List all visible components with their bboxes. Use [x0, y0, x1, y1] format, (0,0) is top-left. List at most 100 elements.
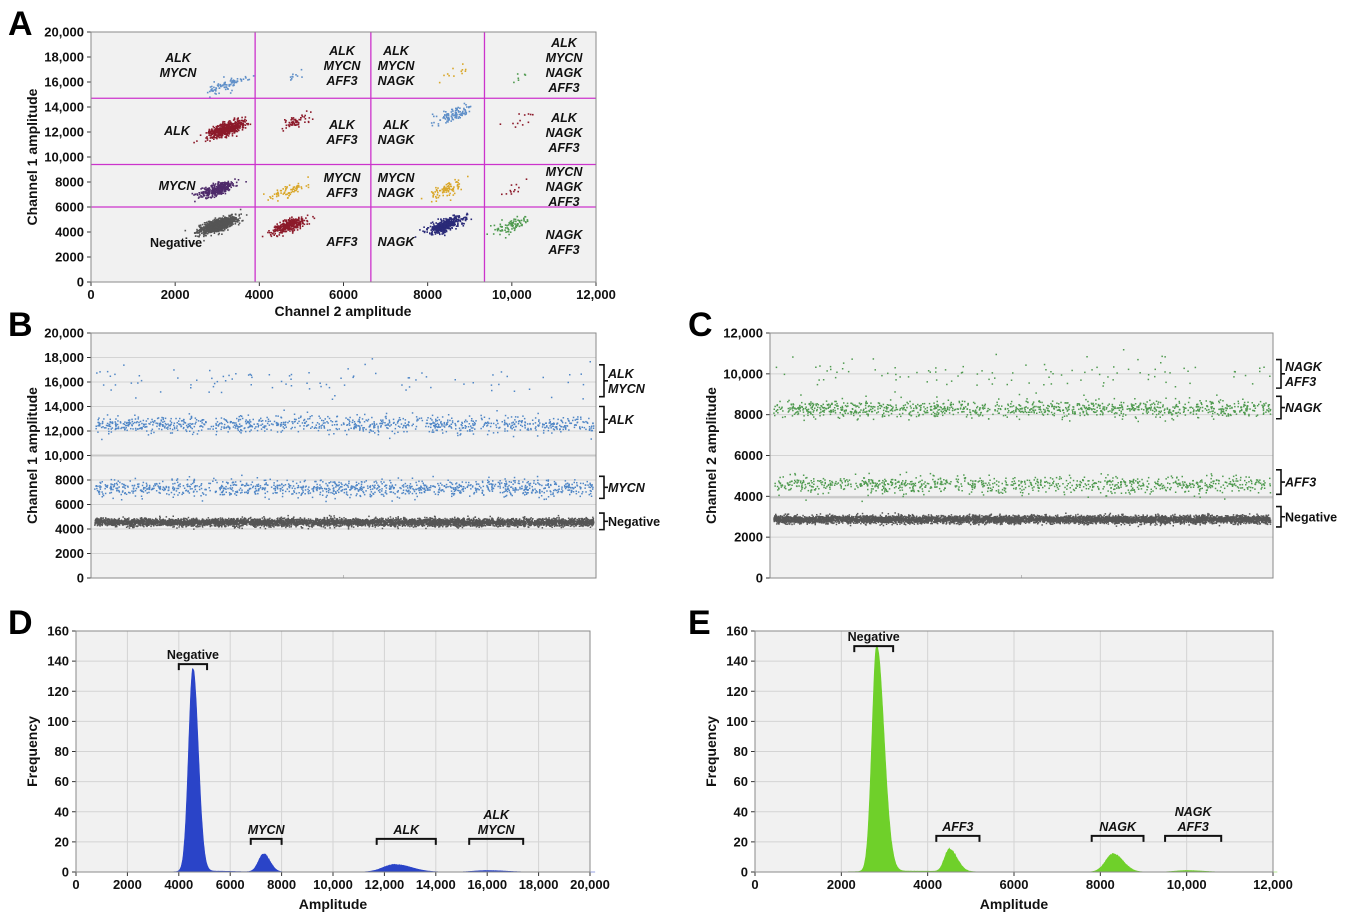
panel-b-droplet	[114, 421, 116, 423]
panel-b-droplet	[193, 495, 196, 497]
panel-a-droplet	[284, 219, 286, 221]
panel-a-droplet	[208, 220, 211, 223]
panel-b-droplet	[159, 487, 162, 489]
panel-b-droplet	[384, 485, 386, 487]
panel-a-droplet	[228, 122, 231, 125]
panel-b-droplet	[235, 425, 237, 427]
panel-b-droplet	[455, 424, 457, 427]
panel-b-droplet	[142, 419, 145, 422]
panel-a-droplet	[452, 224, 454, 226]
panel-b-droplet	[240, 425, 242, 427]
panel-b-droplet	[454, 422, 456, 425]
panel-b-droplet	[546, 425, 548, 427]
panel-a-droplet	[505, 231, 507, 233]
panel-a-droplet	[467, 175, 469, 178]
panel-a-droplet	[215, 129, 217, 131]
panel-a-droplet	[207, 227, 210, 230]
panel-b-droplet	[288, 486, 290, 488]
panel-b-droplet	[536, 435, 539, 437]
panel-b-droplet	[207, 428, 209, 430]
panel-a-droplet	[437, 191, 439, 194]
panel-b-droplet	[303, 428, 305, 430]
panel-a-droplet	[205, 197, 207, 199]
panel-a-droplet	[296, 226, 299, 229]
panel-a-droplet	[235, 127, 238, 130]
panel-b-droplet	[173, 427, 176, 430]
panel-a-droplet	[455, 215, 457, 217]
panel-b-droplet	[367, 418, 370, 421]
panel-a-droplet	[241, 220, 243, 222]
panel-b-droplet	[385, 493, 388, 495]
panel-b-droplet	[473, 421, 476, 424]
panel-a-droplet	[226, 126, 229, 128]
panel-b-droplet	[225, 419, 228, 421]
panel-b-droplet	[465, 425, 467, 428]
panel-b-droplet	[314, 426, 316, 429]
panel-a-droplet	[450, 220, 452, 222]
panel-a-droplet	[507, 224, 510, 226]
panel-a-droplet	[229, 92, 232, 94]
panel-a-droplet	[295, 189, 297, 192]
panel-a-droplet	[225, 183, 228, 185]
panel-a-droplet	[217, 183, 219, 185]
panel-b-droplet	[418, 417, 421, 420]
panel-a-droplet	[219, 127, 221, 129]
panel-b-droplet	[110, 491, 113, 494]
panel-b-droplet	[467, 426, 470, 428]
panel-b-droplet	[407, 377, 410, 379]
panel-a-droplet	[497, 228, 500, 231]
panel-label-a: A	[8, 5, 33, 43]
panel-a-droplet	[213, 89, 216, 91]
panel-b-droplet	[514, 491, 516, 493]
panel-b-droplet	[176, 425, 178, 427]
panel-a-droplet	[203, 228, 205, 231]
panel-a-droplet	[440, 225, 443, 227]
panel-b-droplet	[217, 425, 220, 427]
panel-a-droplet	[225, 133, 228, 136]
panel-a-cluster	[499, 113, 534, 128]
panel-b-droplet	[575, 424, 577, 426]
panel-b-droplet	[346, 433, 348, 436]
panel-a-droplet	[226, 132, 229, 135]
panel-b-droplet	[517, 416, 519, 418]
panel-b-droplet	[440, 423, 443, 425]
panel-a-droplet	[210, 129, 213, 131]
panel-b-droplet	[319, 491, 322, 494]
panel-a-droplet	[212, 224, 214, 227]
panel-a-droplet	[231, 215, 234, 218]
panel-a-droplet	[451, 227, 453, 229]
panel-b-droplet	[450, 482, 453, 484]
panel-b-droplet	[320, 385, 322, 388]
panel-a-droplet	[224, 190, 227, 192]
panel-b-droplet	[244, 491, 246, 494]
panel-a-droplet	[464, 113, 466, 116]
panel-a-droplet	[448, 74, 450, 77]
panel-a-droplet	[288, 125, 291, 128]
panel-a-droplet	[208, 134, 210, 136]
panel-b-droplet	[192, 431, 195, 434]
panel-b-droplet	[165, 423, 168, 426]
panel-a-droplet	[298, 118, 300, 121]
panel-b-droplet	[156, 425, 158, 428]
panel-a-droplet	[283, 227, 285, 229]
panel-b-droplet	[347, 486, 350, 488]
panel-a-droplet	[230, 218, 232, 220]
panel-a-droplet	[455, 116, 457, 118]
panel-b-droplet	[454, 489, 457, 492]
panel-a-droplet	[231, 222, 234, 224]
panel-b-droplet	[140, 379, 143, 382]
panel-a-droplet	[291, 190, 294, 193]
panel-b-droplet	[227, 425, 229, 427]
panel-b-droplet	[320, 425, 322, 427]
panel-b-droplet	[521, 485, 523, 487]
panel-b-droplet	[512, 426, 515, 429]
panel-a-droplet	[196, 140, 198, 142]
panel-a-droplet	[225, 218, 228, 220]
panel-b-droplet	[306, 411, 309, 413]
panel-a-droplet	[445, 217, 447, 220]
panel-a-droplet	[223, 121, 226, 123]
panel-a-droplet	[460, 70, 463, 73]
panel-b-droplet	[228, 374, 230, 377]
panel-b-droplet	[365, 480, 367, 482]
panel-a-droplet	[451, 108, 453, 111]
